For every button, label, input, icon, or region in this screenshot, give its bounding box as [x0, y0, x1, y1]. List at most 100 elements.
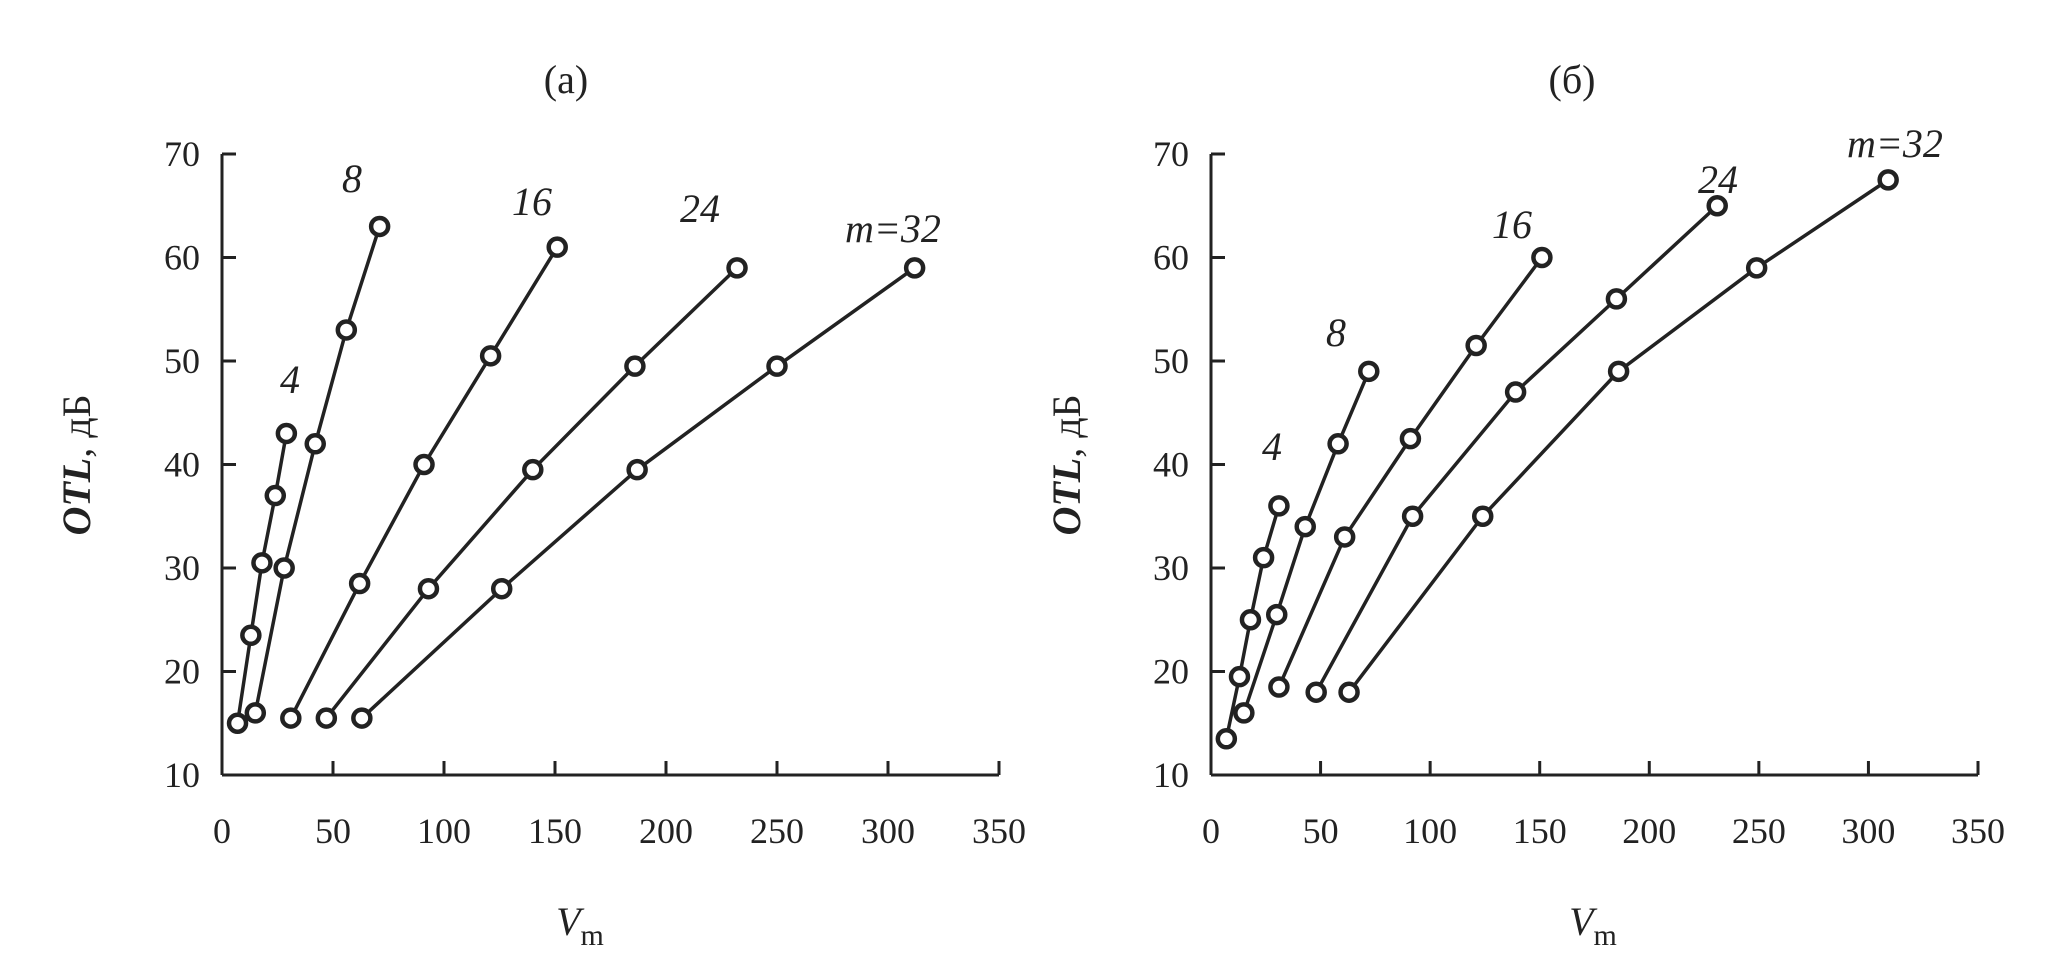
series-label: m=32: [845, 206, 941, 251]
data-point: [1401, 505, 1424, 527]
y-tick-label: 70: [1153, 134, 1189, 174]
series-16: 16: [280, 179, 568, 729]
data-point: [726, 257, 748, 279]
y-tick-label: 40: [1153, 445, 1189, 485]
data-point: [275, 422, 298, 445]
y-tick-label: 70: [164, 134, 200, 174]
y-axis-label: OTL, дБ: [54, 394, 99, 535]
panel-title: (а): [544, 57, 588, 102]
x-tick-label: 300: [861, 811, 915, 851]
x-tick-label: 100: [1403, 811, 1457, 851]
data-point: [1358, 360, 1380, 383]
y-tick-label: 30: [1153, 548, 1189, 588]
series-label: 4: [1262, 424, 1282, 469]
x-tick-label: 250: [1732, 811, 1786, 851]
x-tick-label: 150: [528, 811, 582, 851]
y-tick-label: 40: [164, 445, 200, 485]
x-tick-label: 100: [417, 811, 471, 851]
data-point: [1605, 288, 1628, 310]
data-point: [1399, 427, 1422, 450]
data-point: [546, 236, 568, 258]
data-point: [264, 484, 287, 507]
series-8: 8: [244, 156, 391, 724]
x-tick-label: 350: [972, 811, 1026, 851]
data-point: [1305, 681, 1327, 703]
data-point: [1327, 433, 1349, 455]
series-24: 24: [1305, 157, 1738, 703]
data-point: [766, 355, 788, 377]
series-label: 4: [280, 357, 300, 402]
series-line: [360, 266, 916, 720]
data-point: [1294, 515, 1316, 538]
data-point: [1333, 526, 1356, 548]
series-4: 4: [1215, 424, 1290, 750]
series-24: 24: [315, 186, 748, 729]
data-point: [1268, 676, 1290, 698]
data-point: [1228, 665, 1251, 688]
data-point: [413, 453, 435, 476]
data-point: [251, 552, 273, 574]
y-tick-label: 10: [1153, 755, 1189, 795]
panel-a: (а) 10 20 30 40 50 60 70 0 50 100 150 200 250 300 350 OT…: [54, 57, 1026, 952]
x-tick-label: 50: [1303, 811, 1339, 851]
data-point: [351, 707, 373, 729]
data-point: [273, 557, 295, 579]
y-tick-label: 20: [1153, 652, 1189, 692]
x-tick-label: 350: [1951, 811, 2005, 851]
data-point: [522, 458, 544, 481]
y-tick-label: 60: [164, 238, 200, 278]
series-label: 8: [1326, 310, 1346, 355]
data-point: [1233, 702, 1255, 724]
data-point: [240, 624, 262, 647]
data-point: [368, 215, 391, 238]
x-tick-label: 50: [315, 811, 351, 851]
data-point: [348, 572, 371, 595]
series-label: 16: [512, 179, 552, 224]
series-line: [289, 246, 559, 719]
data-point: [1215, 728, 1238, 750]
series-label: 24: [1698, 157, 1738, 202]
data-point: [626, 458, 648, 481]
data-point: [304, 433, 326, 455]
series-line: [324, 266, 739, 720]
y-tick-label: 10: [164, 755, 200, 795]
data-point: [244, 702, 267, 724]
y-tick-label: 50: [1153, 341, 1189, 381]
series-label: 24: [680, 186, 720, 231]
data-point: [226, 712, 249, 734]
series-4: 4: [226, 357, 300, 734]
data-point: [903, 257, 926, 279]
y-tick-label: 60: [1153, 238, 1189, 278]
data-point: [1252, 546, 1275, 569]
series-label: 16: [1492, 202, 1532, 247]
series-8: 8: [1233, 310, 1380, 724]
data-point: [1706, 195, 1728, 217]
series-16: 16: [1268, 202, 1553, 698]
series-line: [1347, 178, 1890, 694]
series-label: m=32: [1847, 121, 1943, 166]
y-tick-label: 20: [164, 652, 200, 692]
data-point: [335, 319, 358, 341]
x-tick-label: 300: [1841, 811, 1895, 851]
series-label: 8: [342, 156, 362, 201]
y-tick-label: 50: [164, 341, 200, 381]
y-axis-label: OTL, дБ: [1044, 394, 1089, 535]
data-point: [417, 577, 440, 600]
x-tick-label: 250: [750, 811, 804, 851]
series-line: [1314, 204, 1719, 694]
data-point: [490, 577, 513, 600]
series-line: [1277, 256, 1544, 688]
panel-title: (б): [1549, 57, 1596, 102]
data-point: [1531, 246, 1553, 269]
data-point: [1607, 360, 1630, 383]
panel-b: (б) 10 20 30 40 50 60 70 0 50 100 150 200 250 300 350 OT…: [1044, 57, 2005, 952]
x-tick-label: 0: [1202, 811, 1220, 851]
data-point: [1504, 381, 1527, 403]
data-point: [1239, 609, 1262, 631]
data-point: [1745, 257, 1768, 279]
x-axis-label: Vm: [556, 899, 604, 952]
x-tick-label: 200: [1622, 811, 1676, 851]
x-axis-label: Vm: [1569, 899, 1617, 952]
series-line: [253, 225, 382, 714]
